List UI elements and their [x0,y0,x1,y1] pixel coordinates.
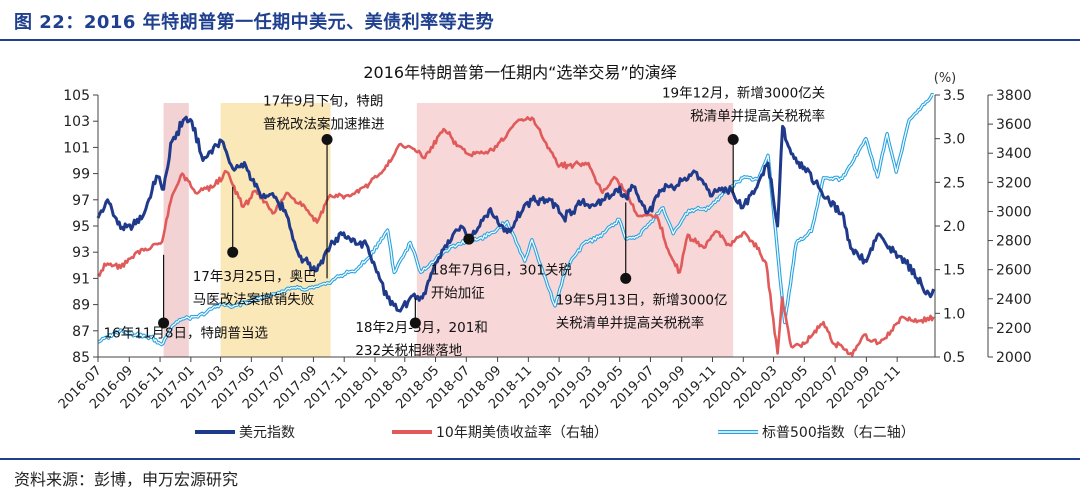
right2-tick-label-9: 3800 [996,88,1032,104]
right2-tick-label-4: 2800 [996,234,1032,250]
legend-label-1: 10年期美债收益率（右轴） [436,424,608,441]
left-tick-label-2: 89 [72,298,90,314]
annotation-label-6-0: 19年12月，新增3000亿关 [662,86,825,102]
right2-tick-label-3: 2600 [996,263,1032,279]
annotation-marker-4 [463,233,475,245]
source-note: 资料来源：彭博，申万宏源研究 [14,470,239,489]
annotation-label-5-1: 关税清单并提高关税税率 [556,315,705,332]
annotation-label-6-1: 税清单并提高关税税率 [690,108,825,125]
left-tick-label-6: 97 [72,193,90,209]
figure-header: 图 22：2016 年特朗普第一任期中美元、美债利率等走势 [0,0,1080,41]
left-tick-label-3: 91 [72,271,90,287]
legend-label-0: 美元指数 [239,425,295,441]
annotation-label-5-0: 19年5月13日，新增3000亿 [556,293,728,309]
right2-tick-label-0: 2000 [996,350,1032,366]
legend-label-2: 标普500指数（右二轴） [762,425,915,441]
right2-tick-label-1: 2200 [996,321,1032,337]
series-line-2-inner [97,94,934,346]
right-axis-unit: (%) [934,71,957,86]
left-tick-label-9: 103 [63,114,90,130]
series-line-0 [96,115,935,313]
left-tick-label-1: 87 [72,324,90,340]
left-tick-label-10: 105 [63,88,90,104]
right-tick-label-1: 1.0 [943,306,965,322]
annotation-marker-0 [158,317,170,329]
annotation-label-1-0: 17年3月25日，奥巴 [193,268,317,285]
annotation-marker-2 [321,134,333,146]
chart-title: 2016年特朗普第一任期内“选举交易”的演绎 [363,63,676,82]
right-tick-label-2: 1.5 [943,263,965,279]
annotation-marker-3 [409,317,421,329]
right-tick-label-0: 0.5 [943,350,965,366]
annotation-label-4-0: 18年7月6日，301关税 [431,262,573,278]
series-line-1 [97,116,935,357]
annotation-marker-1 [227,246,239,258]
right-tick-label-5: 3.0 [943,132,965,148]
annotation-label-2-1: 普税改法案加速推进 [263,115,385,132]
annotation-label-3-1: 232关税相继落地 [355,343,462,359]
highlight-band-2 [416,103,734,357]
annotation-label-2-0: 17年9月下旬，特朗 [263,93,383,109]
right2-tick-label-2: 2400 [996,292,1032,308]
right2-tick-label-7: 3400 [996,146,1032,162]
left-tick-label-5: 95 [72,219,90,235]
annotation-label-1-1: 马医改法案撤销失败 [193,291,315,308]
right2-tick-label-6: 3200 [996,175,1032,191]
series-layer [96,92,935,357]
footer-divider [0,458,1080,460]
highlight-band-0 [163,103,189,357]
left-tick-label-8: 101 [63,140,90,156]
highlight-bands [163,103,734,357]
right-tick-label-6: 3.5 [943,88,965,104]
legend: 美元指数 10年期美债收益率（右轴） 标普500指数（右二轴） [195,424,915,441]
annotation-label-4-1: 开始加征 [431,285,485,301]
figure-title: 图 22：2016 年特朗普第一任期中美元、美债利率等走势 [14,12,495,33]
annotation-marker-6 [727,134,739,146]
left-tick-label-0: 85 [72,350,90,366]
title-divider [0,39,1080,41]
annotation-marker-5 [620,272,632,284]
left-tick-label-4: 93 [72,245,90,261]
highlight-band-1 [220,103,331,357]
left-tick-label-7: 99 [72,167,90,183]
annotation-label-3-0: 18年2月-3月，201和 [355,320,488,336]
right2-tick-label-8: 3600 [996,117,1032,133]
right-tick-label-4: 2.5 [943,175,965,191]
annotation-label-0-0: 16年11月8日，特朗普当选 [104,325,269,341]
right-tick-label-3: 2.0 [943,219,965,235]
right2-tick-label-5: 3000 [996,204,1032,220]
